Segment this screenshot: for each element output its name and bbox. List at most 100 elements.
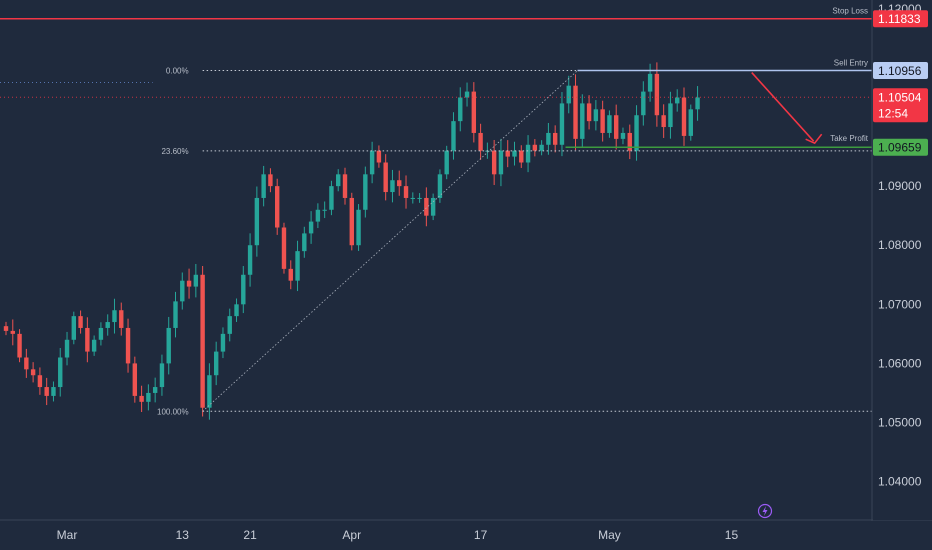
- y-tick-label: 1.04000: [878, 475, 922, 489]
- candle-body: [491, 150, 497, 175]
- candle-body: [234, 304, 239, 317]
- candle: [322, 201, 327, 219]
- candle-body: [159, 363, 165, 388]
- last-price-tag-value: 1.10504: [878, 90, 922, 104]
- candle: [78, 310, 83, 334]
- candle-body: [98, 327, 104, 340]
- candle-body: [227, 316, 232, 334]
- candle-body: [152, 387, 158, 393]
- candle: [193, 263, 199, 298]
- candle: [627, 124, 632, 160]
- candle-body: [275, 186, 280, 228]
- candle: [91, 335, 97, 356]
- candle-body: [668, 103, 673, 128]
- take-profit-tag-bg: [873, 138, 928, 156]
- candle: [478, 123, 483, 160]
- candle: [336, 169, 341, 192]
- x-tick-label: Apr: [342, 528, 361, 542]
- fib-trend-line[interactable]: [202, 70, 578, 412]
- candle-body: [363, 174, 368, 210]
- candle: [234, 298, 239, 322]
- candle: [458, 87, 463, 132]
- candle: [254, 186, 260, 257]
- candle: [356, 204, 361, 251]
- candle: [410, 192, 415, 204]
- candle-body: [688, 109, 693, 136]
- lightning-icon[interactable]: [757, 503, 773, 519]
- overlays-layer: Stop Loss 0.00% 23.60% 100.00% Sell Entry Tak…: [0, 7, 872, 416]
- candle-body: [505, 150, 510, 157]
- candle: [213, 341, 219, 386]
- candle-body: [281, 227, 287, 269]
- candle: [614, 104, 619, 150]
- candle: [200, 265, 205, 417]
- candle: [261, 165, 266, 207]
- candle-body: [437, 174, 443, 198]
- candle: [152, 377, 158, 403]
- candle-body: [254, 197, 260, 246]
- candle: [675, 89, 680, 112]
- candle: [512, 141, 517, 166]
- candle: [417, 193, 422, 203]
- candle: [464, 82, 470, 107]
- candle: [363, 166, 368, 218]
- candle: [491, 139, 497, 186]
- candle: [376, 145, 382, 168]
- last-price-tag-countdown: 12:54: [878, 106, 908, 120]
- candle-body: [634, 115, 639, 151]
- price-axis[interactable]: [873, 0, 932, 520]
- candle-body: [593, 109, 599, 122]
- candle-body: [241, 274, 246, 305]
- candle: [302, 226, 307, 258]
- candle-body: [186, 280, 192, 287]
- candle: [620, 127, 626, 145]
- candle: [600, 100, 605, 142]
- candle-body: [315, 209, 321, 222]
- candle-body: [451, 121, 456, 151]
- candle: [119, 302, 124, 336]
- candle: [247, 233, 253, 287]
- candle-body: [349, 197, 354, 246]
- candle: [525, 135, 531, 173]
- candle-body: [146, 392, 151, 402]
- sell-entry-tag-bg: [873, 62, 928, 80]
- last-price-tag-bg: [873, 88, 928, 123]
- candle-body: [322, 209, 327, 211]
- candle-body: [64, 339, 70, 358]
- candle-body: [620, 132, 626, 139]
- candle-body: [207, 375, 212, 408]
- candle: [695, 86, 700, 121]
- x-tick-labels: Mar 13 21 Apr 17 May 15: [57, 528, 739, 542]
- y-tick-label: 1.09000: [878, 179, 922, 193]
- candle-body: [302, 233, 307, 252]
- candle-body: [546, 132, 551, 145]
- candle-body: [247, 245, 253, 275]
- candle: [369, 141, 375, 184]
- fib-label-0: 0.00%: [166, 67, 189, 76]
- candle: [498, 138, 504, 187]
- candle: [275, 178, 280, 235]
- stop-loss-tag-value: 1.11833: [878, 12, 921, 26]
- candle: [186, 268, 192, 299]
- candle-body: [220, 333, 226, 352]
- candle: [220, 327, 226, 359]
- candle: [654, 62, 660, 127]
- time-axis[interactable]: [0, 521, 932, 550]
- candle: [329, 180, 334, 216]
- candle: [288, 260, 293, 290]
- projection-arrow[interactable]: [751, 72, 823, 145]
- candle-body: [417, 197, 422, 199]
- stop-loss-tag-bg: [873, 10, 928, 28]
- y-tick-labels: 1.120001.090001.080001.070001.060001.050…: [878, 2, 922, 489]
- x-tick-label: 15: [725, 528, 739, 542]
- candle: [539, 140, 544, 156]
- candle-body: [695, 97, 700, 110]
- candle: [227, 308, 232, 342]
- candle-body: [105, 322, 110, 328]
- candle: [30, 362, 36, 383]
- candle-body: [51, 387, 56, 396]
- candle-body: [580, 103, 585, 139]
- candle-body: [37, 375, 43, 388]
- candle: [668, 91, 673, 139]
